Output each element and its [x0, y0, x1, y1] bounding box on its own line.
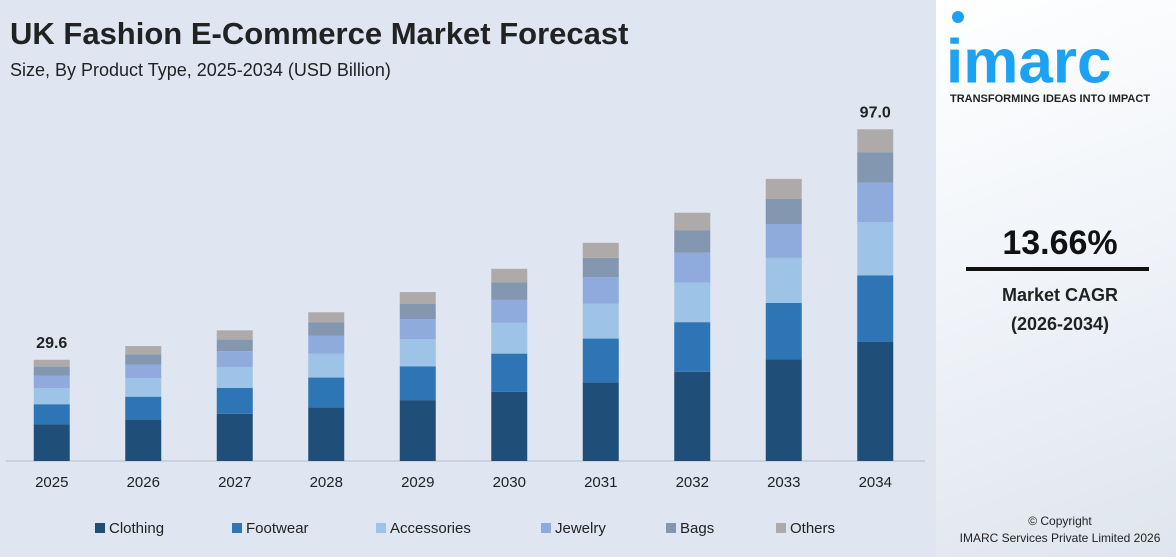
bar-segment [33, 424, 70, 461]
divider [966, 267, 1149, 271]
bar-segment [216, 366, 253, 388]
bar-segment [308, 322, 345, 336]
legend-swatch [541, 523, 551, 533]
bar-segment [857, 182, 894, 223]
chart-title: UK Fashion E-Commerce Market Forecast [10, 16, 628, 51]
bar-segment [308, 353, 345, 378]
bar-segment [582, 277, 619, 304]
bar-segment [765, 359, 802, 461]
bar-segment [125, 346, 162, 355]
logo-dot [952, 11, 964, 23]
bar-segment [674, 252, 711, 283]
legend-swatch [232, 523, 242, 533]
x-tick-label: 2031 [584, 474, 617, 491]
bar-segment [491, 391, 528, 461]
bar-segment [399, 292, 436, 305]
bar-segment [582, 303, 619, 339]
bar-segment [491, 282, 528, 300]
legend-swatch [376, 523, 386, 533]
bar-segment [399, 339, 436, 367]
company: IMARC Services Private Limited 2026 [960, 531, 1161, 545]
legend-label: Accessories [390, 520, 471, 537]
legend-label: Footwear [246, 520, 309, 537]
bar-segment [33, 359, 70, 367]
bar-segment [216, 330, 253, 340]
bar-segment [674, 282, 711, 323]
cagr-value: 13.66% [1002, 224, 1117, 262]
bar-segment [582, 382, 619, 461]
bar-segment [125, 396, 162, 420]
bar-segment [582, 257, 619, 278]
chart: UK Fashion E-Commerce Market Forecast Si… [6, 16, 925, 537]
bar-segment [33, 366, 70, 376]
bar-segment [765, 178, 802, 199]
bar-segment [674, 212, 711, 231]
bar-segment [582, 338, 619, 383]
bar-segment [33, 375, 70, 389]
bar-segment [125, 378, 162, 397]
bar-segment [857, 129, 894, 153]
bar-segment [216, 387, 253, 414]
bar-segment [765, 198, 802, 224]
bar-segment [308, 335, 345, 354]
bar-segment [308, 312, 345, 323]
x-tick-label: 2034 [859, 474, 892, 491]
bar-segment [491, 268, 528, 283]
bar-segment [491, 322, 528, 354]
bar-segment [308, 377, 345, 408]
cagr-label: Market CAGR [1002, 285, 1118, 305]
logo: imarc [946, 27, 1111, 96]
data-label: 29.6 [36, 335, 67, 352]
cagr-period: (2026-2034) [1011, 314, 1109, 334]
bar-segment [216, 351, 253, 367]
x-tick-label: 2025 [35, 474, 68, 491]
x-tick-label: 2032 [676, 474, 709, 491]
x-tick-label: 2029 [401, 474, 434, 491]
bar-segment [857, 341, 894, 461]
bar-segment [399, 319, 436, 340]
bar-segment [491, 353, 528, 392]
legend-label: Jewelry [555, 520, 606, 537]
bar-segment [674, 322, 711, 372]
bar-segment [216, 339, 253, 352]
data-label: 97.0 [860, 104, 891, 121]
x-tick-label: 2027 [218, 474, 251, 491]
sidebar: imarc TRANSFORMING IDEAS INTO IMPACT 13.… [936, 0, 1176, 557]
tagline: TRANSFORMING IDEAS INTO IMPACT [950, 93, 1150, 105]
x-tick-label: 2033 [767, 474, 800, 491]
bar-segment [308, 407, 345, 461]
bar-segment [765, 257, 802, 303]
bar-segment [674, 371, 711, 461]
legend-label: Clothing [109, 520, 164, 537]
bar-segment [125, 419, 162, 461]
legend-label: Bags [680, 520, 714, 537]
copyright: © Copyright [1028, 514, 1092, 528]
bar-segment [857, 275, 894, 342]
legend-swatch [95, 523, 105, 533]
bar-segment [674, 230, 711, 253]
bar-segment [399, 304, 436, 320]
bar-segment [33, 388, 70, 405]
x-tick-label: 2026 [127, 474, 160, 491]
x-tick-label: 2028 [310, 474, 343, 491]
legend-swatch [666, 523, 676, 533]
bar-segment [399, 400, 436, 461]
bar-segment [857, 152, 894, 183]
bar-segment [125, 354, 162, 365]
bar-segment [125, 364, 162, 379]
bar-segment [765, 223, 802, 258]
bar-segment [857, 222, 894, 276]
bar-segment [399, 366, 436, 401]
chart-subtitle: Size, By Product Type, 2025-2034 (USD Bi… [10, 60, 391, 80]
bar-segment [582, 242, 619, 258]
bar-segment [491, 299, 528, 323]
x-tick-label: 2030 [493, 474, 526, 491]
bar-segment [216, 413, 253, 461]
sidebar-art: imarc TRANSFORMING IDEAS INTO IMPACT 13.… [946, 11, 1161, 545]
bar-segment [33, 404, 70, 425]
legend-label: Others [790, 520, 835, 537]
bar-segment [765, 302, 802, 360]
legend-swatch [776, 523, 786, 533]
